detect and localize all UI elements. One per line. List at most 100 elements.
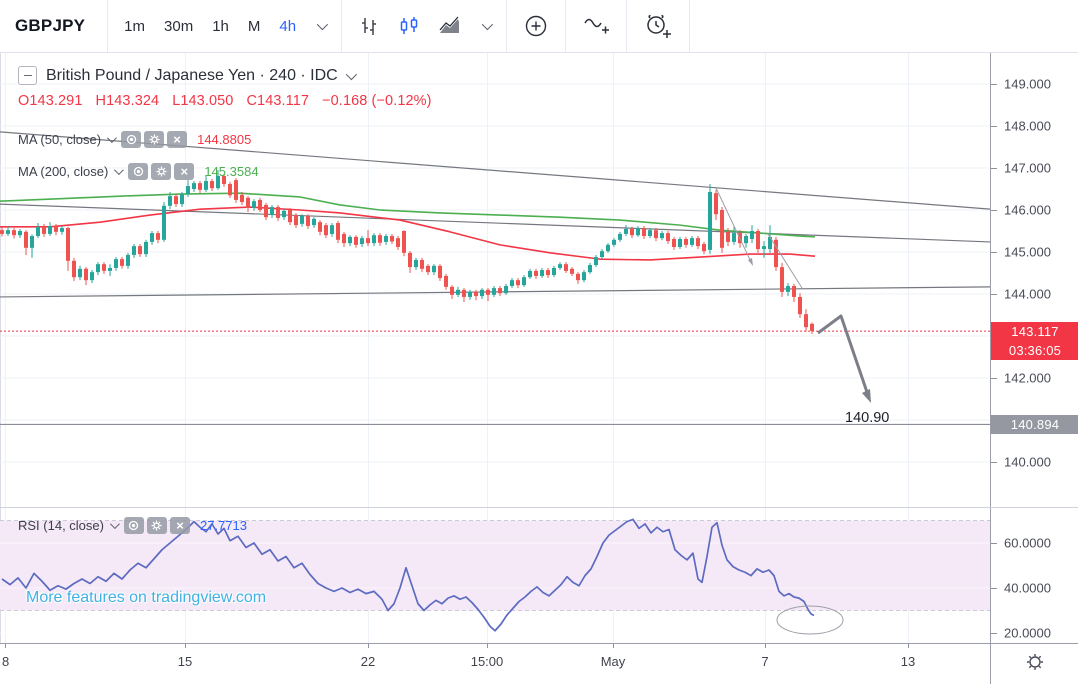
symbol-legend: British Pound / Japanese Yen · 240 · IDC	[18, 66, 357, 85]
toolbar-separator	[506, 0, 508, 52]
price-axis-label: 142.000	[1004, 370, 1051, 386]
candle-body	[474, 291, 478, 297]
candle-body	[546, 270, 550, 276]
candle-body	[444, 275, 448, 287]
chevron-down-icon[interactable]	[107, 133, 117, 144]
timeframe-4h[interactable]: 4h	[279, 17, 297, 35]
chevron-down-icon[interactable]	[109, 519, 120, 530]
pane-separator[interactable]	[0, 507, 1078, 508]
rsi-label[interactable]: RSI (14, close)	[18, 518, 104, 533]
change-value: −0.168 (−0.12%)	[322, 93, 432, 109]
candle-body	[414, 259, 418, 268]
candle-body	[354, 236, 358, 245]
chevron-down-icon[interactable]	[316, 18, 329, 31]
candle-body	[810, 323, 814, 331]
candle-body	[420, 259, 424, 269]
candle-body	[78, 268, 82, 278]
time-axis-label: 15:00	[470, 654, 504, 669]
candle-body	[96, 264, 100, 273]
candle-body	[534, 270, 538, 276]
timeframe-M[interactable]: M	[247, 17, 261, 35]
price-axis-label: 147.000	[1004, 160, 1051, 176]
chevron-down-icon[interactable]	[481, 18, 494, 31]
compare-add-icon[interactable]	[523, 13, 549, 39]
candle-body	[798, 296, 802, 315]
candle-body	[66, 228, 70, 261]
chevron-down-icon[interactable]	[114, 165, 125, 176]
candle-body	[462, 289, 466, 297]
candle-body	[498, 288, 502, 294]
close-icon[interactable]: ×	[169, 517, 190, 534]
symbol-title[interactable]: British Pound / Japanese Yen · 240 · IDC	[46, 66, 338, 84]
time-axis[interactable]: 8 15 22 15:00 May 7 13	[0, 643, 990, 684]
candle-body	[126, 254, 130, 266]
candle-body	[756, 231, 760, 250]
indicators-icon[interactable]	[582, 13, 610, 39]
countdown-badge: 03:36:05	[991, 341, 1078, 361]
alert-add-icon[interactable]	[643, 12, 673, 40]
timeframe-30m[interactable]: 30m	[164, 17, 194, 35]
price-tick	[991, 210, 997, 211]
time-tick	[5, 644, 6, 648]
ma200-label[interactable]: MA (200, close)	[18, 164, 109, 179]
candle-body	[468, 291, 472, 297]
candle-body	[276, 207, 280, 218]
settings-icon[interactable]	[146, 517, 167, 534]
candle-body	[318, 222, 322, 232]
price-axis[interactable]: 149.000 148.000 147.000 146.000 145.000 144.0…	[990, 52, 1078, 643]
visibility-icon[interactable]	[121, 131, 142, 148]
area-chart-icon[interactable]	[438, 15, 462, 37]
watermark-link[interactable]: More features on tradingview.com	[26, 589, 267, 606]
timeframe-1m[interactable]: 1m	[124, 17, 146, 35]
price-tick	[991, 168, 997, 169]
settings-icon[interactable]	[151, 163, 172, 180]
highlight-ellipse	[776, 605, 844, 635]
ma200-line	[0, 192, 816, 238]
candle-body	[540, 270, 544, 276]
time-tick	[613, 644, 614, 648]
forecast-arrow	[817, 314, 871, 399]
candle-body	[408, 252, 412, 268]
rsi-axis-label: 20.0000	[1004, 625, 1051, 641]
settings-icon[interactable]	[144, 131, 165, 148]
ma50-label[interactable]: MA (50, close)	[18, 132, 102, 147]
candle-body	[678, 238, 682, 247]
chart-settings-icon[interactable]	[1025, 652, 1045, 677]
bar-chart-icon[interactable]	[358, 15, 380, 37]
candle-body	[312, 218, 316, 226]
candle-body	[342, 233, 346, 244]
candle-body	[204, 181, 208, 190]
visibility-icon[interactable]	[123, 517, 144, 534]
collapse-icon[interactable]	[18, 66, 37, 85]
candle-body	[348, 236, 352, 244]
candle-body	[522, 277, 526, 286]
candle-body	[300, 215, 304, 224]
candle-body	[606, 244, 610, 252]
candle-body	[210, 181, 214, 189]
price-tick	[991, 378, 997, 379]
candle-body	[186, 186, 190, 195]
candle-body	[120, 259, 124, 266]
candle-body	[696, 238, 700, 247]
candle-body	[690, 238, 694, 245]
close-icon[interactable]: ×	[174, 163, 195, 180]
visibility-icon[interactable]	[128, 163, 149, 180]
candle-body	[30, 236, 34, 248]
candle-body	[726, 231, 730, 242]
sketch-line	[715, 187, 753, 265]
toolbar-separator	[341, 0, 343, 52]
symbol-name[interactable]: GBPJPY	[15, 16, 86, 35]
candle-body	[564, 264, 568, 271]
candle-body	[330, 225, 334, 234]
candle-body	[432, 265, 436, 273]
candle-body	[198, 183, 202, 190]
candle-body	[156, 233, 160, 240]
close-icon[interactable]: ×	[167, 131, 188, 148]
candle-body	[660, 233, 664, 239]
candle-body	[480, 289, 484, 297]
candlestick-chart-icon[interactable]	[398, 15, 420, 37]
timeframe-1h[interactable]: 1h	[212, 17, 229, 35]
candle-body	[252, 201, 256, 208]
